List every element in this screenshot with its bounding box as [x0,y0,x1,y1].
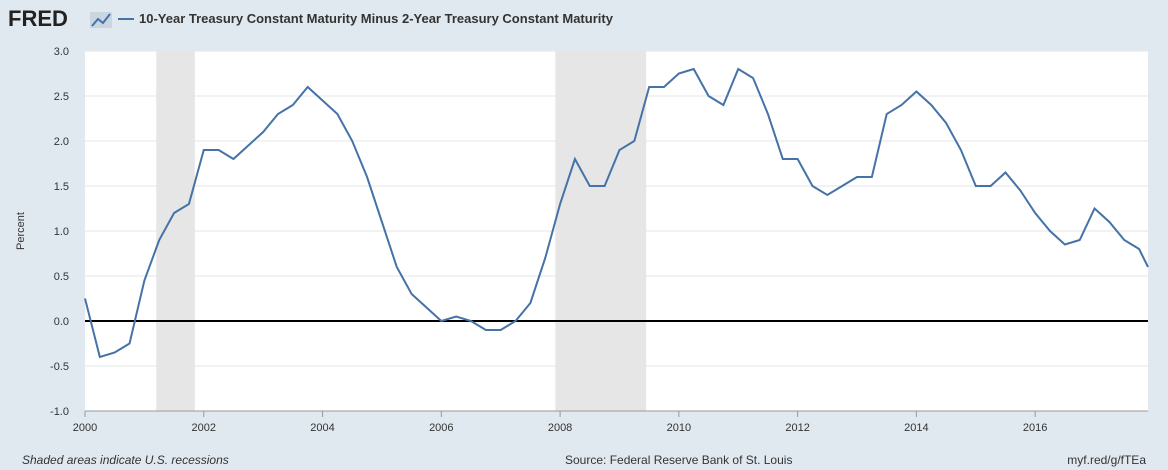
y-tick-label: -0.5 [50,361,69,373]
link: myf.red/g/fTEa [1067,453,1146,467]
x-tick-label: 2006 [429,422,453,434]
y-tick-label: 2.5 [54,91,69,103]
x-tick-label: 2012 [785,422,809,434]
y-tick-label: 0.0 [54,316,69,328]
x-tick-label: 2010 [667,422,691,434]
x-tick-label: 2016 [1023,422,1047,434]
source: Source: Federal Reserve Bank of St. Loui… [565,453,792,467]
x-tick-label: 2002 [192,422,216,434]
y-tick-label: 1.0 [54,226,69,238]
y-axis-label: Percent [15,212,27,250]
legend-label: 10-Year Treasury Constant Maturity Minus… [139,11,614,26]
x-tick-label: 2004 [310,422,334,434]
footnote: Shaded areas indicate U.S. recessions [22,453,229,467]
y-tick-label: 3.0 [54,46,69,58]
y-tick-label: 0.5 [54,271,69,283]
line-series [84,67,1149,359]
brand: FRED [8,6,68,31]
y-tick-label: 1.5 [54,181,69,193]
y-tick-label: -1.0 [50,406,69,418]
x-tick-label: 2014 [904,422,928,434]
x-tick-label: 2008 [548,422,572,434]
brand-icon [90,12,112,28]
x-tick-label: 2000 [73,422,97,434]
y-tick-label: 2.0 [54,136,69,148]
